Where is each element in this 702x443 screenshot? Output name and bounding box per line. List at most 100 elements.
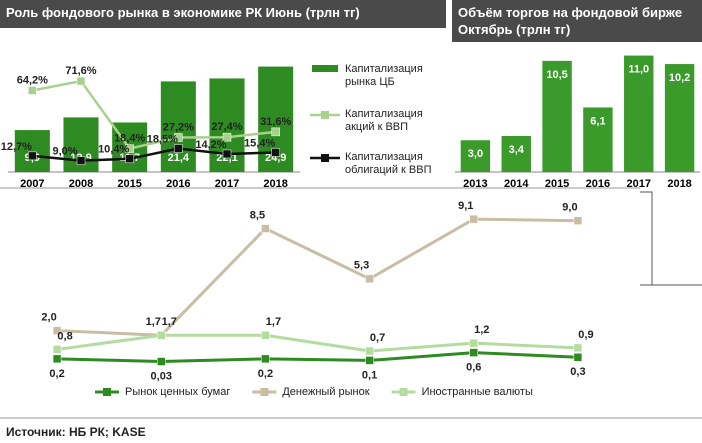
x-tick-label: 2007 — [20, 178, 44, 190]
marker — [573, 216, 583, 225]
marker — [174, 133, 183, 142]
value-label: 8,5 — [250, 209, 265, 221]
marker — [76, 156, 86, 165]
x-tick-label: 2016 — [586, 178, 610, 190]
legend-label: Иностранные валюты — [422, 386, 533, 398]
x-tick-label: 2008 — [69, 178, 93, 190]
value-label: 9,1 — [458, 200, 473, 212]
marker — [365, 356, 374, 365]
value-label: 27,2% — [163, 121, 194, 133]
x-tick-label: 2014 — [504, 178, 529, 190]
legend-swatch — [103, 388, 111, 396]
value-label: 10,4% — [98, 144, 129, 156]
bar — [664, 64, 695, 172]
value-label: 21,4 — [168, 152, 190, 164]
value-label: 3,0 — [468, 148, 483, 160]
value-label: 9,0% — [52, 145, 77, 157]
source: Источник: НБ РК; KASE — [6, 425, 146, 439]
marker — [28, 151, 37, 161]
value-label: 0,2 — [258, 368, 273, 380]
x-tick-label: 2017 — [627, 178, 651, 190]
x-tick-label: 2017 — [215, 178, 239, 190]
marker — [76, 76, 86, 86]
value-label: 12,7% — [1, 141, 32, 153]
value-label: 3,4 — [509, 144, 525, 156]
value-label: 9,0 — [562, 202, 577, 214]
line — [32, 147, 276, 162]
value-label: 18,4% — [114, 133, 145, 145]
x-tick-label: 2018 — [667, 178, 691, 190]
marker — [469, 348, 478, 357]
value-label: 11,0 — [628, 63, 649, 75]
value-label: 24,9 — [265, 152, 286, 164]
bar — [460, 140, 491, 172]
marker — [222, 132, 232, 142]
marker — [125, 144, 134, 153]
value-label: 1,7 — [146, 316, 161, 328]
marker — [28, 86, 37, 95]
value-label: 71,6% — [65, 65, 96, 77]
value-label: 1,2 — [474, 324, 489, 336]
value-label: 0,8 — [57, 330, 72, 342]
legend-label: Капитализация акций к ВВП — [345, 108, 423, 133]
legend-swatch — [321, 111, 329, 119]
bar — [542, 60, 572, 172]
marker — [174, 144, 183, 153]
marker — [52, 326, 62, 335]
x-tick-label: 2015 — [117, 178, 141, 190]
marker — [365, 274, 374, 284]
marker — [222, 149, 232, 159]
bar — [14, 130, 50, 172]
value-label: 2,0 — [41, 312, 56, 324]
x-tick-label: 2018 — [263, 178, 287, 190]
marker — [125, 154, 134, 164]
marker — [157, 357, 166, 366]
x-tick-label: 2013 — [463, 178, 487, 190]
x-tick-label: 2015 — [545, 178, 569, 190]
legend-label: Капитализация облигаций к ВВП — [345, 151, 432, 176]
value-label: 0,3 — [570, 366, 585, 378]
value-label: 0,6 — [466, 361, 481, 373]
value-label: 15,4% — [244, 137, 275, 149]
value-label: 1,7 — [162, 316, 177, 328]
value-label: 0,03 — [151, 370, 172, 382]
marker — [157, 331, 166, 340]
value-label: 18,5% — [147, 133, 178, 145]
bar — [583, 107, 613, 172]
legend-label: Денежный рынок — [282, 386, 369, 398]
value-label: 0,2 — [49, 368, 64, 380]
line — [56, 333, 578, 353]
value-label: 10,5 — [546, 69, 567, 81]
marker — [469, 214, 478, 224]
value-label: 14,2% — [195, 139, 226, 151]
marker — [365, 346, 374, 356]
marker — [261, 224, 270, 233]
marker — [573, 353, 583, 362]
legend-label: Рынок ценных бумаг — [125, 386, 230, 398]
bar — [624, 55, 654, 173]
chart-title: Роль фондового рынка в экономике РК Июнь… — [0, 0, 446, 28]
marker — [469, 338, 478, 348]
legend-label: Капитализация рынка ЦБ — [345, 63, 423, 88]
value-label: 0,7 — [370, 332, 385, 344]
chart-title: Объём торгов на фондовой бирже Октябрь (… — [452, 0, 702, 42]
value-label: 64,2% — [17, 74, 48, 86]
marker — [271, 127, 280, 137]
bar — [501, 136, 531, 172]
x-tick-label: 2016 — [166, 178, 190, 190]
bar — [160, 81, 196, 172]
value-label: 0,1 — [362, 369, 377, 381]
legend-swatch — [260, 388, 269, 396]
legend-swatch — [399, 388, 408, 396]
value-label: 10,2 — [669, 72, 690, 84]
legend-swatch — [321, 154, 329, 162]
line — [57, 351, 578, 364]
line — [32, 79, 276, 151]
value-label: 6,1 — [590, 115, 605, 127]
marker — [573, 343, 583, 353]
value-label: 0,9 — [578, 329, 593, 341]
marker — [52, 354, 62, 364]
marker — [52, 345, 62, 354]
